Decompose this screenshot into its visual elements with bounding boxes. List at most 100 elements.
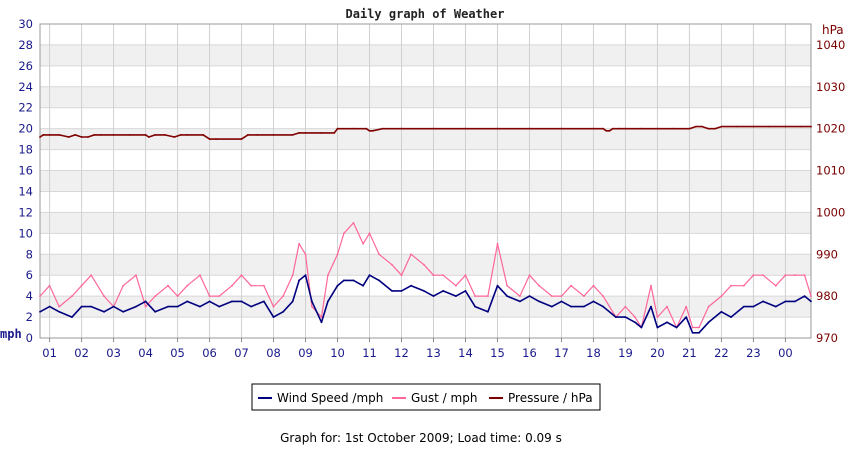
data-point-wind-speed-mph — [528, 295, 531, 297]
data-point-wind-speed-mph — [39, 310, 41, 313]
data-point-gust-mph — [122, 284, 125, 287]
data-point-pressure-hpa — [592, 127, 595, 130]
data-point-wind-speed-mph — [352, 279, 355, 282]
data-point-pressure-hpa — [179, 134, 182, 136]
data-point-pressure-hpa — [560, 127, 563, 130]
data-point-gust-mph — [240, 274, 243, 277]
data-point-pressure-hpa — [605, 129, 608, 132]
data-point-wind-speed-mph — [742, 305, 745, 308]
band-shade — [40, 296, 811, 318]
data-point-pressure-hpa — [304, 132, 307, 134]
data-point-wind-speed-mph — [71, 316, 73, 318]
data-point-wind-speed-mph — [624, 316, 627, 318]
data-point-gust-mph — [496, 242, 499, 245]
x-tick-label: 07 — [234, 346, 249, 360]
data-point-wind-speed-mph — [176, 305, 179, 308]
data-point-gust-mph — [71, 295, 73, 297]
data-point-gust-mph — [311, 305, 313, 308]
data-point-pressure-hpa — [208, 138, 211, 141]
x-tick-label: 09 — [298, 346, 313, 360]
data-point-pressure-hpa — [752, 125, 755, 128]
data-point-gust-mph — [272, 305, 275, 308]
data-point-wind-speed-mph — [311, 300, 313, 303]
data-point-wind-speed-mph — [640, 326, 643, 329]
data-point-pressure-hpa — [810, 125, 812, 128]
data-point-pressure-hpa — [611, 127, 614, 130]
data-point-gust-mph — [691, 326, 694, 329]
data-point-gust-mph — [666, 305, 668, 308]
data-point-gust-mph — [186, 284, 189, 287]
data-point-gust-mph — [368, 232, 371, 235]
data-point-pressure-hpa — [93, 134, 96, 136]
data-point-wind-speed-mph — [455, 295, 457, 297]
data-point-wind-speed-mph — [487, 310, 489, 313]
data-point-wind-speed-mph — [464, 290, 467, 292]
left-tick-label: 28 — [18, 38, 33, 52]
right-tick-label: 1040 — [816, 38, 845, 52]
data-point-gust-mph — [103, 295, 105, 297]
right-axis-unit: hPa — [822, 23, 844, 37]
data-point-gust-mph — [208, 295, 211, 297]
data-point-gust-mph — [650, 284, 652, 287]
data-point-wind-speed-mph — [103, 310, 105, 313]
data-point-wind-speed-mph — [666, 321, 668, 324]
x-tick-label: 06 — [202, 346, 217, 360]
data-point-pressure-hpa — [42, 134, 45, 136]
left-tick-label: 6 — [26, 268, 33, 282]
data-point-pressure-hpa — [39, 136, 41, 138]
data-point-wind-speed-mph — [685, 316, 688, 318]
data-point-pressure-hpa — [694, 125, 697, 128]
data-point-gust-mph — [39, 295, 41, 297]
data-point-wind-speed-mph — [122, 310, 125, 313]
data-point-pressure-hpa — [291, 134, 294, 136]
data-point-gust-mph — [803, 274, 806, 277]
data-point-gust-mph — [707, 305, 710, 308]
data-point-wind-speed-mph — [291, 300, 294, 303]
data-point-gust-mph — [685, 305, 688, 308]
band-shade — [40, 128, 811, 150]
chart-title: Daily graph of Weather — [346, 7, 505, 21]
data-point-wind-speed-mph — [803, 295, 806, 297]
left-tick-label: 18 — [18, 143, 33, 157]
legend-box — [251, 383, 601, 411]
data-point-pressure-hpa — [272, 134, 275, 136]
x-tick-label: 05 — [170, 346, 185, 360]
data-point-gust-mph — [752, 274, 755, 277]
data-point-wind-speed-mph — [474, 305, 476, 308]
data-point-wind-speed-mph — [707, 321, 710, 324]
x-tick-label: 23 — [746, 346, 761, 360]
data-point-pressure-hpa — [336, 127, 339, 130]
x-tick-label: 18 — [586, 346, 601, 360]
data-point-gust-mph — [583, 295, 585, 297]
data-point-wind-speed-mph — [615, 316, 617, 318]
data-point-gust-mph — [391, 263, 393, 266]
data-point-gust-mph — [199, 274, 201, 277]
data-point-gust-mph — [48, 284, 51, 287]
legend-label-gust: Gust / mph — [411, 391, 477, 405]
right-tick-label: 1020 — [816, 122, 845, 136]
data-point-gust-mph — [90, 274, 93, 277]
data-point-gust-mph — [218, 295, 221, 297]
data-point-gust-mph — [592, 284, 595, 287]
data-point-pressure-hpa — [112, 134, 115, 136]
data-point-gust-mph — [519, 295, 521, 297]
data-point-gust-mph — [570, 284, 572, 287]
data-point-wind-speed-mph — [272, 316, 275, 318]
left-axis-unit: mph — [0, 327, 22, 341]
data-point-pressure-hpa — [400, 127, 403, 130]
data-point-gust-mph — [176, 295, 179, 297]
data-point-gust-mph — [442, 274, 444, 277]
data-point-wind-speed-mph — [602, 305, 604, 308]
left-tick-label: 2 — [26, 310, 33, 324]
data-point-wind-speed-mph — [144, 300, 147, 303]
data-point-pressure-hpa — [464, 127, 467, 130]
data-point-pressure-hpa — [381, 127, 384, 130]
legend: Wind Speed /mph Gust / mph Pressure / hP… — [251, 383, 601, 411]
data-point-pressure-hpa — [672, 127, 675, 130]
legend-label-pressure: Pressure / hPa — [508, 391, 593, 405]
data-point-gust-mph — [560, 295, 563, 297]
x-tick-label: 19 — [618, 346, 633, 360]
data-point-wind-speed-mph — [794, 300, 796, 303]
data-point-wind-speed-mph — [282, 310, 284, 313]
plot-frame — [39, 23, 812, 339]
